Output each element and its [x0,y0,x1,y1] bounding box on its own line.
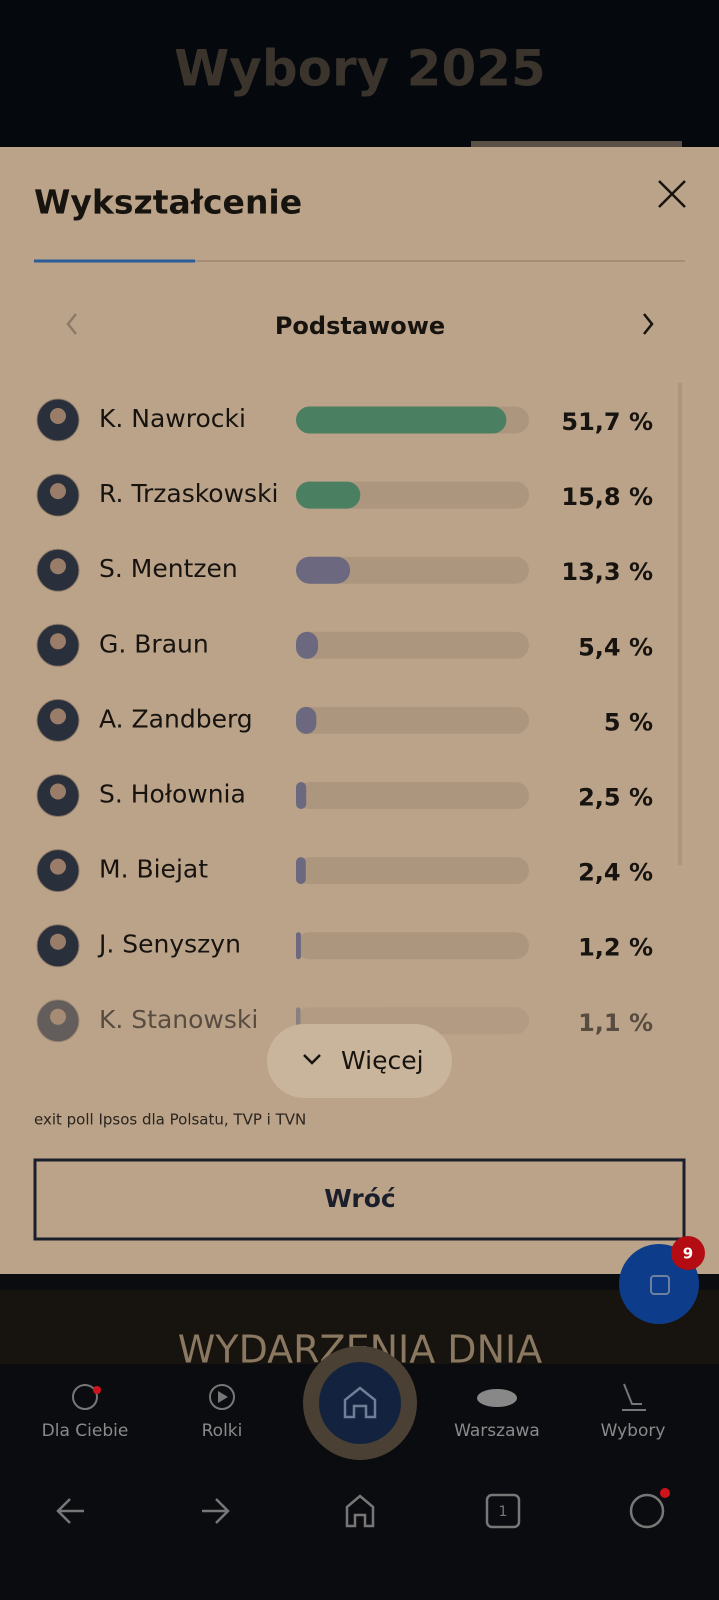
value-label: 2,5 % [578,784,653,812]
bar [296,857,306,885]
reels-icon [209,1384,235,1410]
reels-play [218,1391,228,1403]
candidate-name: J. Senyszyn [97,930,241,959]
bar-track [296,706,529,734]
tab-label: Podstawowe [275,312,445,340]
bar-track [296,631,529,659]
candidate-row: K. Nawrocki 51,7 % [36,398,653,442]
avatar-face [50,558,66,575]
bar [296,706,317,734]
candidate-name: M. Biejat [99,855,208,884]
avatar-face [50,933,66,950]
candidate-row: J. Senyszyn 1,2 % [36,924,653,968]
candidate-row: S. Hołownia 2,5 % [36,774,653,817]
more-label[interactable]: Więcej [341,1046,424,1075]
header-title: Wybory 2025 [174,40,546,98]
value-label: 51,7 % [561,408,653,436]
avatar-face [50,483,66,500]
candidate-row: A. Zandberg 5 % [36,698,653,742]
bar [296,406,507,434]
nav-label[interactable]: Wybory [601,1421,666,1441]
avatar-face [50,408,66,424]
value-label: 5 % [604,708,653,736]
back-icon[interactable] [56,1498,84,1524]
avatar-face [50,1008,66,1025]
tabs-count: 1 [499,1504,508,1520]
bar-track [296,556,529,584]
candidate-name: S. Hołownia [99,780,246,809]
avatar-face [50,708,66,725]
bar-track [296,782,529,809]
avatar-face [50,783,66,800]
avatar-face [50,633,66,650]
badge-count: 9 [683,1245,693,1263]
browser-home[interactable] [345,1494,375,1528]
home-button[interactable] [319,1362,401,1444]
candidate-row: S. Mentzen 13,3 % [36,548,653,592]
weather-icon [477,1389,517,1407]
next-arrow[interactable] [643,313,654,335]
panel-title: Wykształcenie [34,183,302,222]
nav-label[interactable]: Dla Ciebie [42,1421,129,1441]
nav-label[interactable]: Rolki [202,1421,243,1441]
bar [296,631,318,659]
nav-label[interactable]: Warszawa [454,1421,540,1441]
value-label: 15,8 % [561,483,653,511]
candidate-name: R. Trzaskowski [99,479,279,508]
scrollbar [678,383,682,865]
bar-track [296,932,529,960]
close-icon[interactable] [658,180,686,208]
bar [296,481,361,509]
back-button[interactable] [33,1158,686,1241]
profile-dot [660,1488,670,1498]
back-label[interactable]: Wróć [324,1184,395,1213]
value-label: 1,1 % [578,1009,653,1037]
candidate-row: M. Biejat 2,4 % [36,849,653,893]
candidate-name: K. Stanowski [99,1005,258,1034]
more-icon [303,1054,321,1065]
foryou-dot [93,1386,101,1394]
profile-icon[interactable] [629,1493,665,1529]
candidate-row: R. Trzaskowski 15,8 % [36,473,653,517]
value-label: 1,2 % [578,934,653,962]
tabs-icon[interactable] [485,1493,521,1529]
header-tab [471,141,682,147]
prev-arrow[interactable] [66,313,77,335]
candidate-row: G. Braun 5,4 % [36,623,653,667]
header-bg [0,0,719,147]
fab-icon [650,1275,670,1295]
forward-icon[interactable] [202,1498,230,1524]
badge [671,1236,705,1270]
candidate-name: G. Braun [99,629,209,658]
value-label: 2,4 % [578,859,653,887]
more-button[interactable] [267,1024,452,1098]
elections-icon [622,1383,646,1411]
avatar-face [50,858,66,875]
bar-track [296,857,529,885]
bar [296,556,351,584]
foryou-icon [72,1384,98,1410]
candidate-name: A. Zandberg [99,704,253,733]
home-icon [343,1386,377,1419]
value-label: 5,4 % [578,633,653,661]
candidate-name: S. Mentzen [99,554,238,583]
candidate-name: K. Nawrocki [99,404,246,433]
bar [296,932,301,960]
source: exit poll Ipsos dla Polsatu, TVP i TVN [34,1111,306,1129]
bar [296,782,307,809]
value-label: 13,3 % [561,558,653,586]
